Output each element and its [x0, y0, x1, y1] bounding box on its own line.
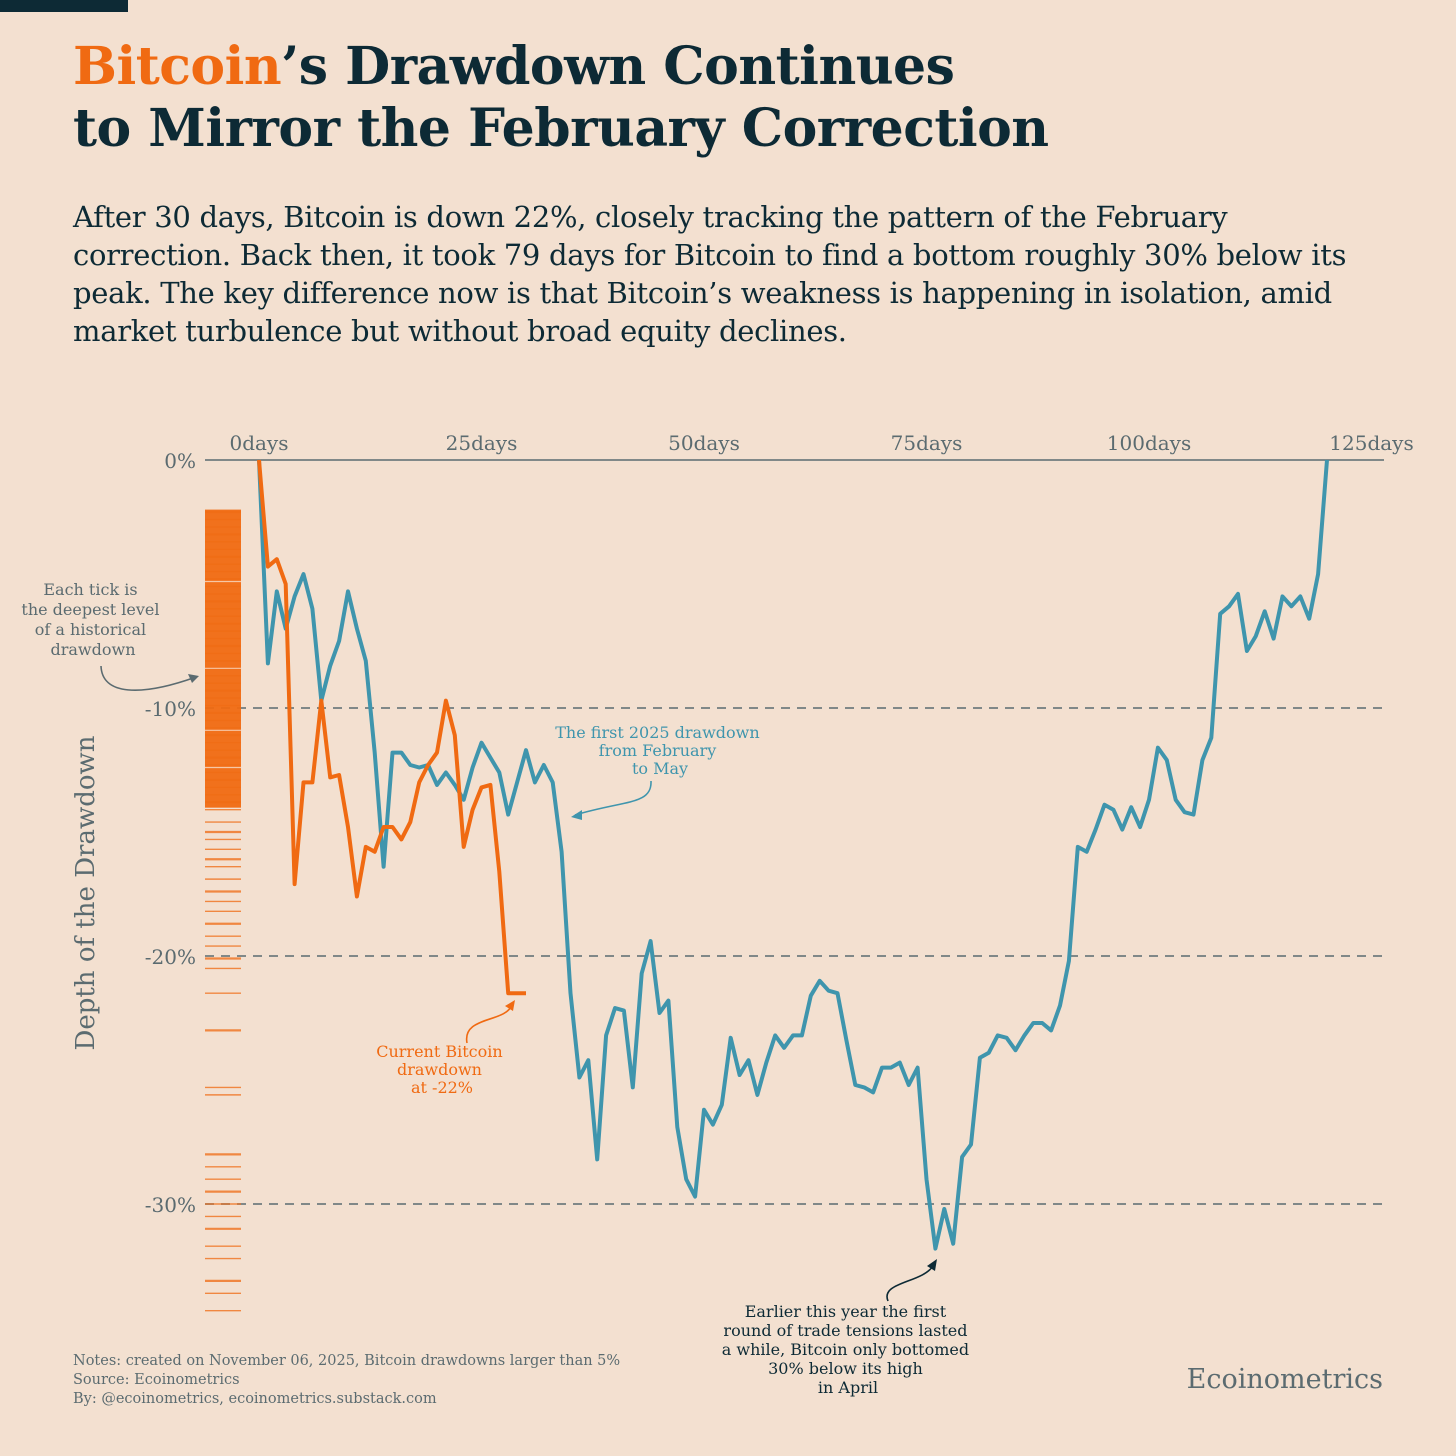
rug-note-line: of a historical — [35, 620, 146, 639]
x-tick-label: 0days — [229, 431, 288, 455]
current-note-line: Current Bitcoin — [376, 1042, 502, 1061]
grid-layer — [205, 459, 1384, 1205]
bottom-note-line: 30% below its high — [768, 1359, 923, 1378]
y-tick-label: 0% — [164, 449, 196, 473]
notes-line: Notes: created on November 06, 2025, Bit… — [73, 1353, 621, 1369]
corner-accent-bar — [0, 0, 128, 12]
bottom-note-line: a while, Bitcoin only bottomed — [722, 1340, 969, 1359]
axis-layer: 0% -10% -20% -30% 0days 25days 50days 75days 100… — [145, 431, 1414, 1217]
annotation-bottom-note: Earlier this year the first round of tra… — [722, 1259, 974, 1397]
title-highlight: Bitcoin — [73, 36, 282, 97]
rug-note-arrow — [100, 665, 197, 691]
svg-text:Each tick is the deepest: Each tick is the deepest level of a hist… — [21, 580, 164, 659]
current-note-arrow — [466, 1004, 513, 1044]
current-drawdown-line — [257, 459, 526, 996]
bottom-note-line: Earlier this year the first — [745, 1302, 947, 1321]
y-tick-label: -20% — [145, 945, 196, 969]
series-layer — [257, 459, 1329, 1251]
y-tick-label: -30% — [145, 1193, 196, 1217]
current-note-arrowhead — [505, 1000, 515, 1011]
x-tick-label: 75days — [891, 431, 963, 455]
february-note-line: to May — [632, 759, 688, 778]
rug-note-line: drawdown — [51, 640, 136, 659]
byline: By: @ecoinometrics, ecoinometrics.substa… — [73, 1391, 437, 1407]
february-note-line: from February — [599, 741, 717, 760]
title-line1-rest: ’s Drawdown Continues — [281, 36, 955, 97]
february-note-arrow — [574, 780, 652, 816]
current-note-line: at -22% — [411, 1078, 473, 1097]
february-note-line: The first 2025 drawdown — [555, 723, 759, 742]
y-tick-label: -10% — [145, 697, 196, 721]
x-tick-label: 125days — [1329, 431, 1413, 455]
bottom-note-arrowhead — [927, 1259, 937, 1271]
rug-dense-block — [205, 509, 241, 808]
x-tick-label: 100days — [1107, 431, 1191, 455]
bottom-note-line: round of trade tensions lasted — [723, 1321, 967, 1340]
y-axis-label: Depth of the Drawdown — [71, 735, 101, 1050]
february-drawdown-line — [257, 459, 1329, 1251]
source-line: Source: Ecoinometrics — [73, 1372, 240, 1388]
rug-note-arrowhead — [188, 674, 199, 683]
footer-notes: Notes: created on November 06, 2025, Bit… — [73, 1352, 620, 1409]
bottom-note-arrow — [886, 1265, 934, 1302]
svg-text:Current Bitcoin drawdown: Current Bitcoin drawdown at -22% — [376, 1042, 508, 1097]
rug-layer — [205, 509, 241, 1312]
february-note-arrowhead — [571, 810, 582, 820]
bottom-note-line: in April — [818, 1378, 878, 1397]
chart-title: Bitcoin’s Drawdown Continues to Mirror t… — [73, 36, 1049, 160]
annotation-current-note: Current Bitcoin drawdown at -22% — [376, 1000, 515, 1097]
x-tick-label: 25days — [446, 431, 518, 455]
rug-note-line: Each tick is — [43, 580, 137, 599]
chart-subtitle: After 30 days, Bitcoin is down 22%, clos… — [73, 200, 1347, 348]
rug-note-line: the deepest level — [21, 600, 159, 619]
x-tick-label: 50days — [668, 431, 740, 455]
annotation-february-note: The first 2025 drawdown from February to… — [555, 723, 764, 820]
svg-text:The first 2025 drawdown: The first 2025 drawdown from February to… — [555, 723, 764, 778]
annotation-rug-note: Each tick is the deepest level of a hist… — [21, 580, 199, 691]
title-line2: to Mirror the February Correction — [73, 98, 1049, 159]
svg-text:Earlier this year the first: Earlier this year the first round of tra… — [722, 1302, 974, 1397]
current-note-line: drawdown — [397, 1060, 482, 1079]
brand-wordmark: Ecoinometrics — [1186, 1364, 1383, 1395]
